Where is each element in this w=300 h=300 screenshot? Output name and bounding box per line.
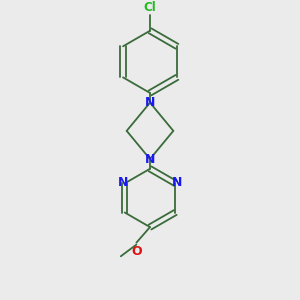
Text: O: O [131, 244, 142, 258]
Text: N: N [118, 176, 128, 189]
Text: N: N [145, 153, 155, 166]
Text: N: N [172, 176, 182, 189]
Text: N: N [145, 96, 155, 109]
Text: Cl: Cl [144, 1, 156, 14]
